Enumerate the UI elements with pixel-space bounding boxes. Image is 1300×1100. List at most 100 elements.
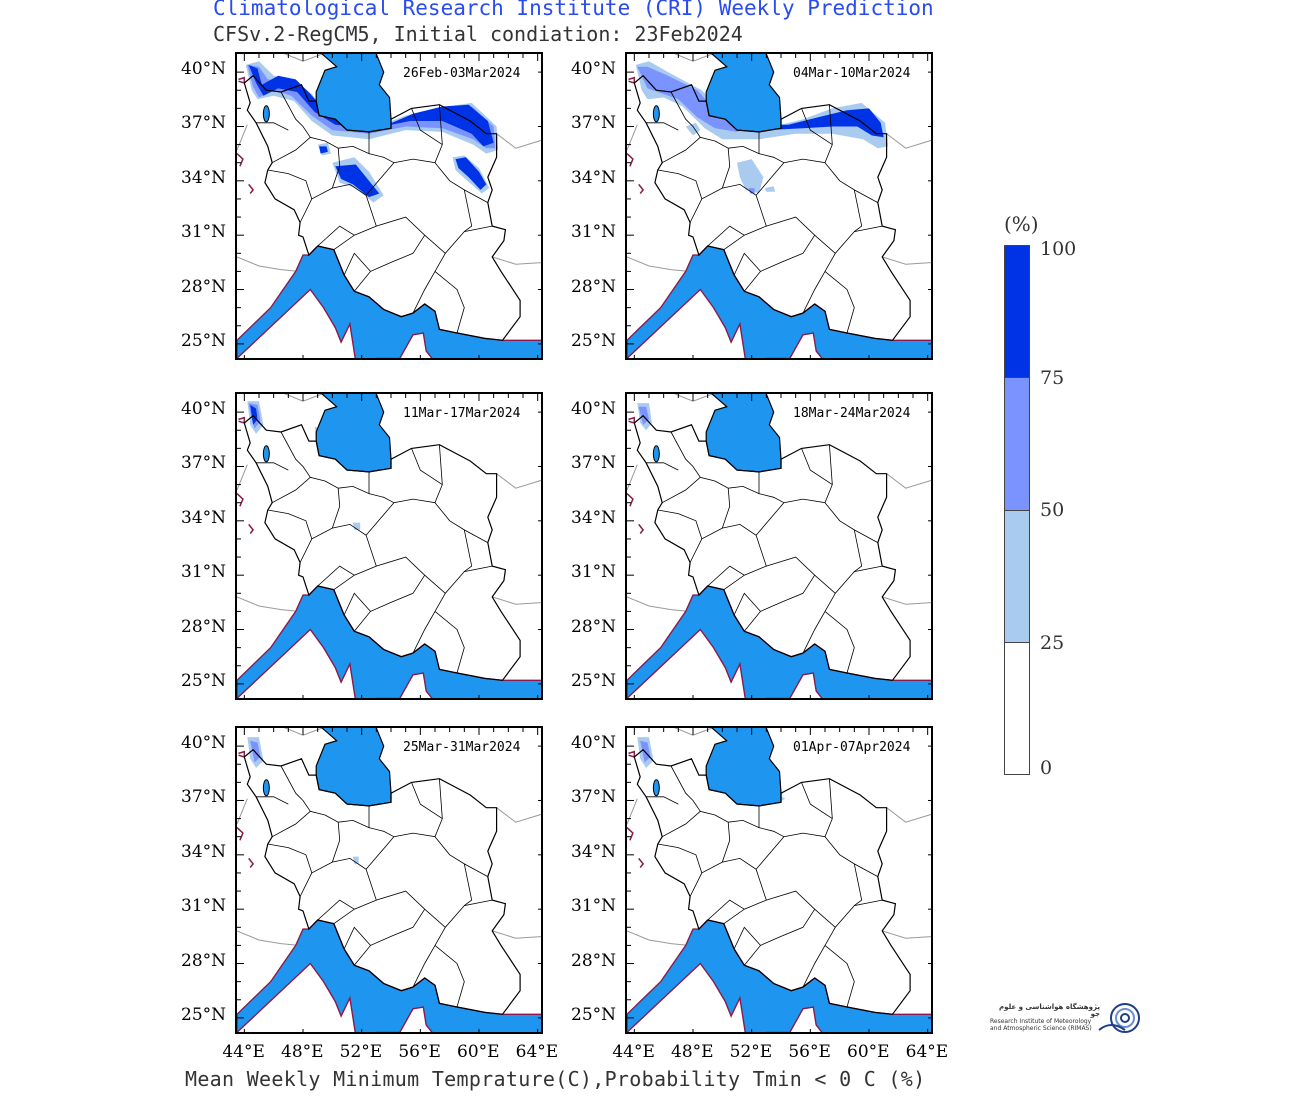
neighbor-border [674,394,713,402]
probability-area [764,186,776,192]
neighbor-border [886,473,931,489]
lat-tick-label: 25°N [571,330,617,351]
province-border [365,444,443,536]
province-border [331,822,341,863]
province-border [299,857,377,925]
neighbor-border [627,124,638,151]
probability-area [737,159,764,194]
province-border [434,836,488,877]
province-border [324,805,370,829]
panel-period-label: 18Mar-24Mar2024 [793,406,911,421]
lat-tick-label: 28°N [571,950,617,971]
province-border [412,253,446,314]
neighbor-border [627,930,689,946]
coast-mark [238,76,246,85]
province-border [824,271,855,334]
iran-border [633,74,911,341]
map-panel: 04Mar-10Mar2024 [625,52,933,360]
neighbor-border [886,133,931,149]
coast-mark [248,183,255,194]
coast-mark [638,183,645,194]
neighbor-border [284,394,323,402]
neighbor-border [882,596,931,605]
iran-border [243,74,521,341]
province-border [376,890,493,928]
probability-area [455,157,487,190]
neighbor-border [492,596,541,605]
panel-period-label: 26Feb-03Mar2024 [403,66,521,81]
province-border [280,765,311,812]
province-border [376,216,493,254]
neighbor-border [627,256,689,272]
map-panel: 26Feb-03Mar2024 [235,52,543,360]
lat-tick-label: 31°N [571,562,617,583]
panel-period-label: 11Mar-17Mar2024 [403,406,521,421]
lon-tick-label: 52°E [729,1042,773,1062]
neighbor-border [492,256,541,265]
province-border [721,822,731,863]
lat-tick-label: 25°N [181,1004,227,1025]
map-panel: 11Mar-17Mar2024 [235,392,543,700]
colorbar-tick: 100 [1040,238,1077,260]
province-border [272,476,326,504]
lat-tick-label: 40°N [571,733,617,754]
lat-tick-label: 37°N [181,113,227,134]
lon-tick-label: 44°E [612,1042,655,1062]
colorbar-tick: 25 [1040,632,1065,654]
province-border [411,782,443,819]
lat-tick-label: 40°N [571,59,617,80]
map-canvas [237,394,541,698]
coast-mark [627,827,634,841]
lat-tick-label: 37°N [181,453,227,474]
province-border [755,444,833,536]
province-border [646,796,679,805]
province-border [256,462,289,471]
lon-tick-label: 44°E [222,1042,265,1062]
lat-tick-label: 25°N [571,670,617,691]
province-border [353,908,426,966]
neighbor-border [492,930,541,939]
province-border [343,252,371,276]
panel-period-label: 01Apr-07Apr2024 [793,740,911,755]
province-border [463,863,473,906]
province-border [256,796,289,805]
province-border [412,593,446,654]
map-canvas [237,54,541,358]
province-border [434,502,488,543]
map-canvas [627,54,931,358]
province-border [733,252,761,276]
page-title: Climatological Research Institute (CRI) … [213,0,934,20]
province-border [714,471,760,495]
province-border [280,431,311,478]
lat-tick-label: 37°N [571,787,617,808]
province-border [365,104,443,196]
province-border [670,431,701,478]
province-border [733,592,761,616]
province-border [707,899,745,921]
lat-tick-label: 31°N [181,562,227,583]
province-border [662,810,716,838]
lat-tick-label: 34°N [571,841,617,862]
lat-tick-label: 25°N [181,670,227,691]
province-border [434,945,465,1008]
lon-tick-label: 64°E [515,1042,559,1062]
colorbar-unit: (%) [1004,212,1039,236]
neighbor-border [882,256,931,265]
map-panel: 01Apr-07Apr2024 [625,726,933,1034]
province-border [758,493,785,504]
coast-mark [238,750,246,759]
probability-area [335,164,380,198]
lat-tick-label: 34°N [181,841,227,862]
lat-tick-label: 40°N [181,399,227,420]
neighbor-border [627,596,689,612]
province-border [758,827,785,838]
coast-mark [628,750,636,759]
neighbor-border [627,464,638,491]
neighbor-border [284,54,323,62]
colorbar-segment-75-100 [1005,246,1029,378]
province-border [411,108,443,145]
province-border [824,502,878,543]
institute-logo: پژوهشگاه هواشناسی و علوم جو Research Ins… [990,1000,1150,1040]
province-border [324,471,370,495]
colorbar-segment-50-75 [1005,378,1029,511]
